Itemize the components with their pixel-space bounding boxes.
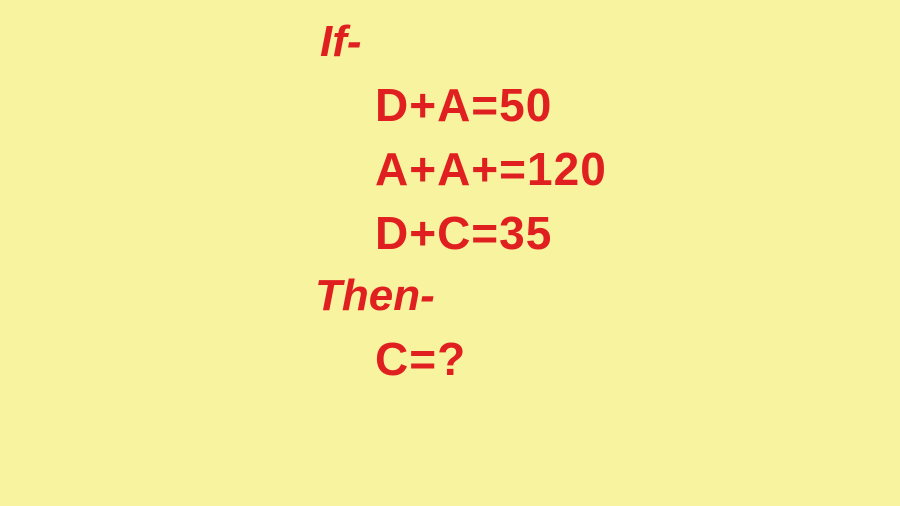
equation-1: D+A=50 (375, 82, 770, 128)
if-header: If- (320, 20, 770, 64)
then-header: Then- (315, 274, 770, 318)
question-line: C=? (375, 336, 770, 382)
equation-2: A+A+=120 (375, 146, 770, 192)
equation-3: D+C=35 (375, 210, 770, 256)
math-puzzle-container: If- D+A=50 A+A+=120 D+C=35 Then- C=? (270, 20, 770, 400)
